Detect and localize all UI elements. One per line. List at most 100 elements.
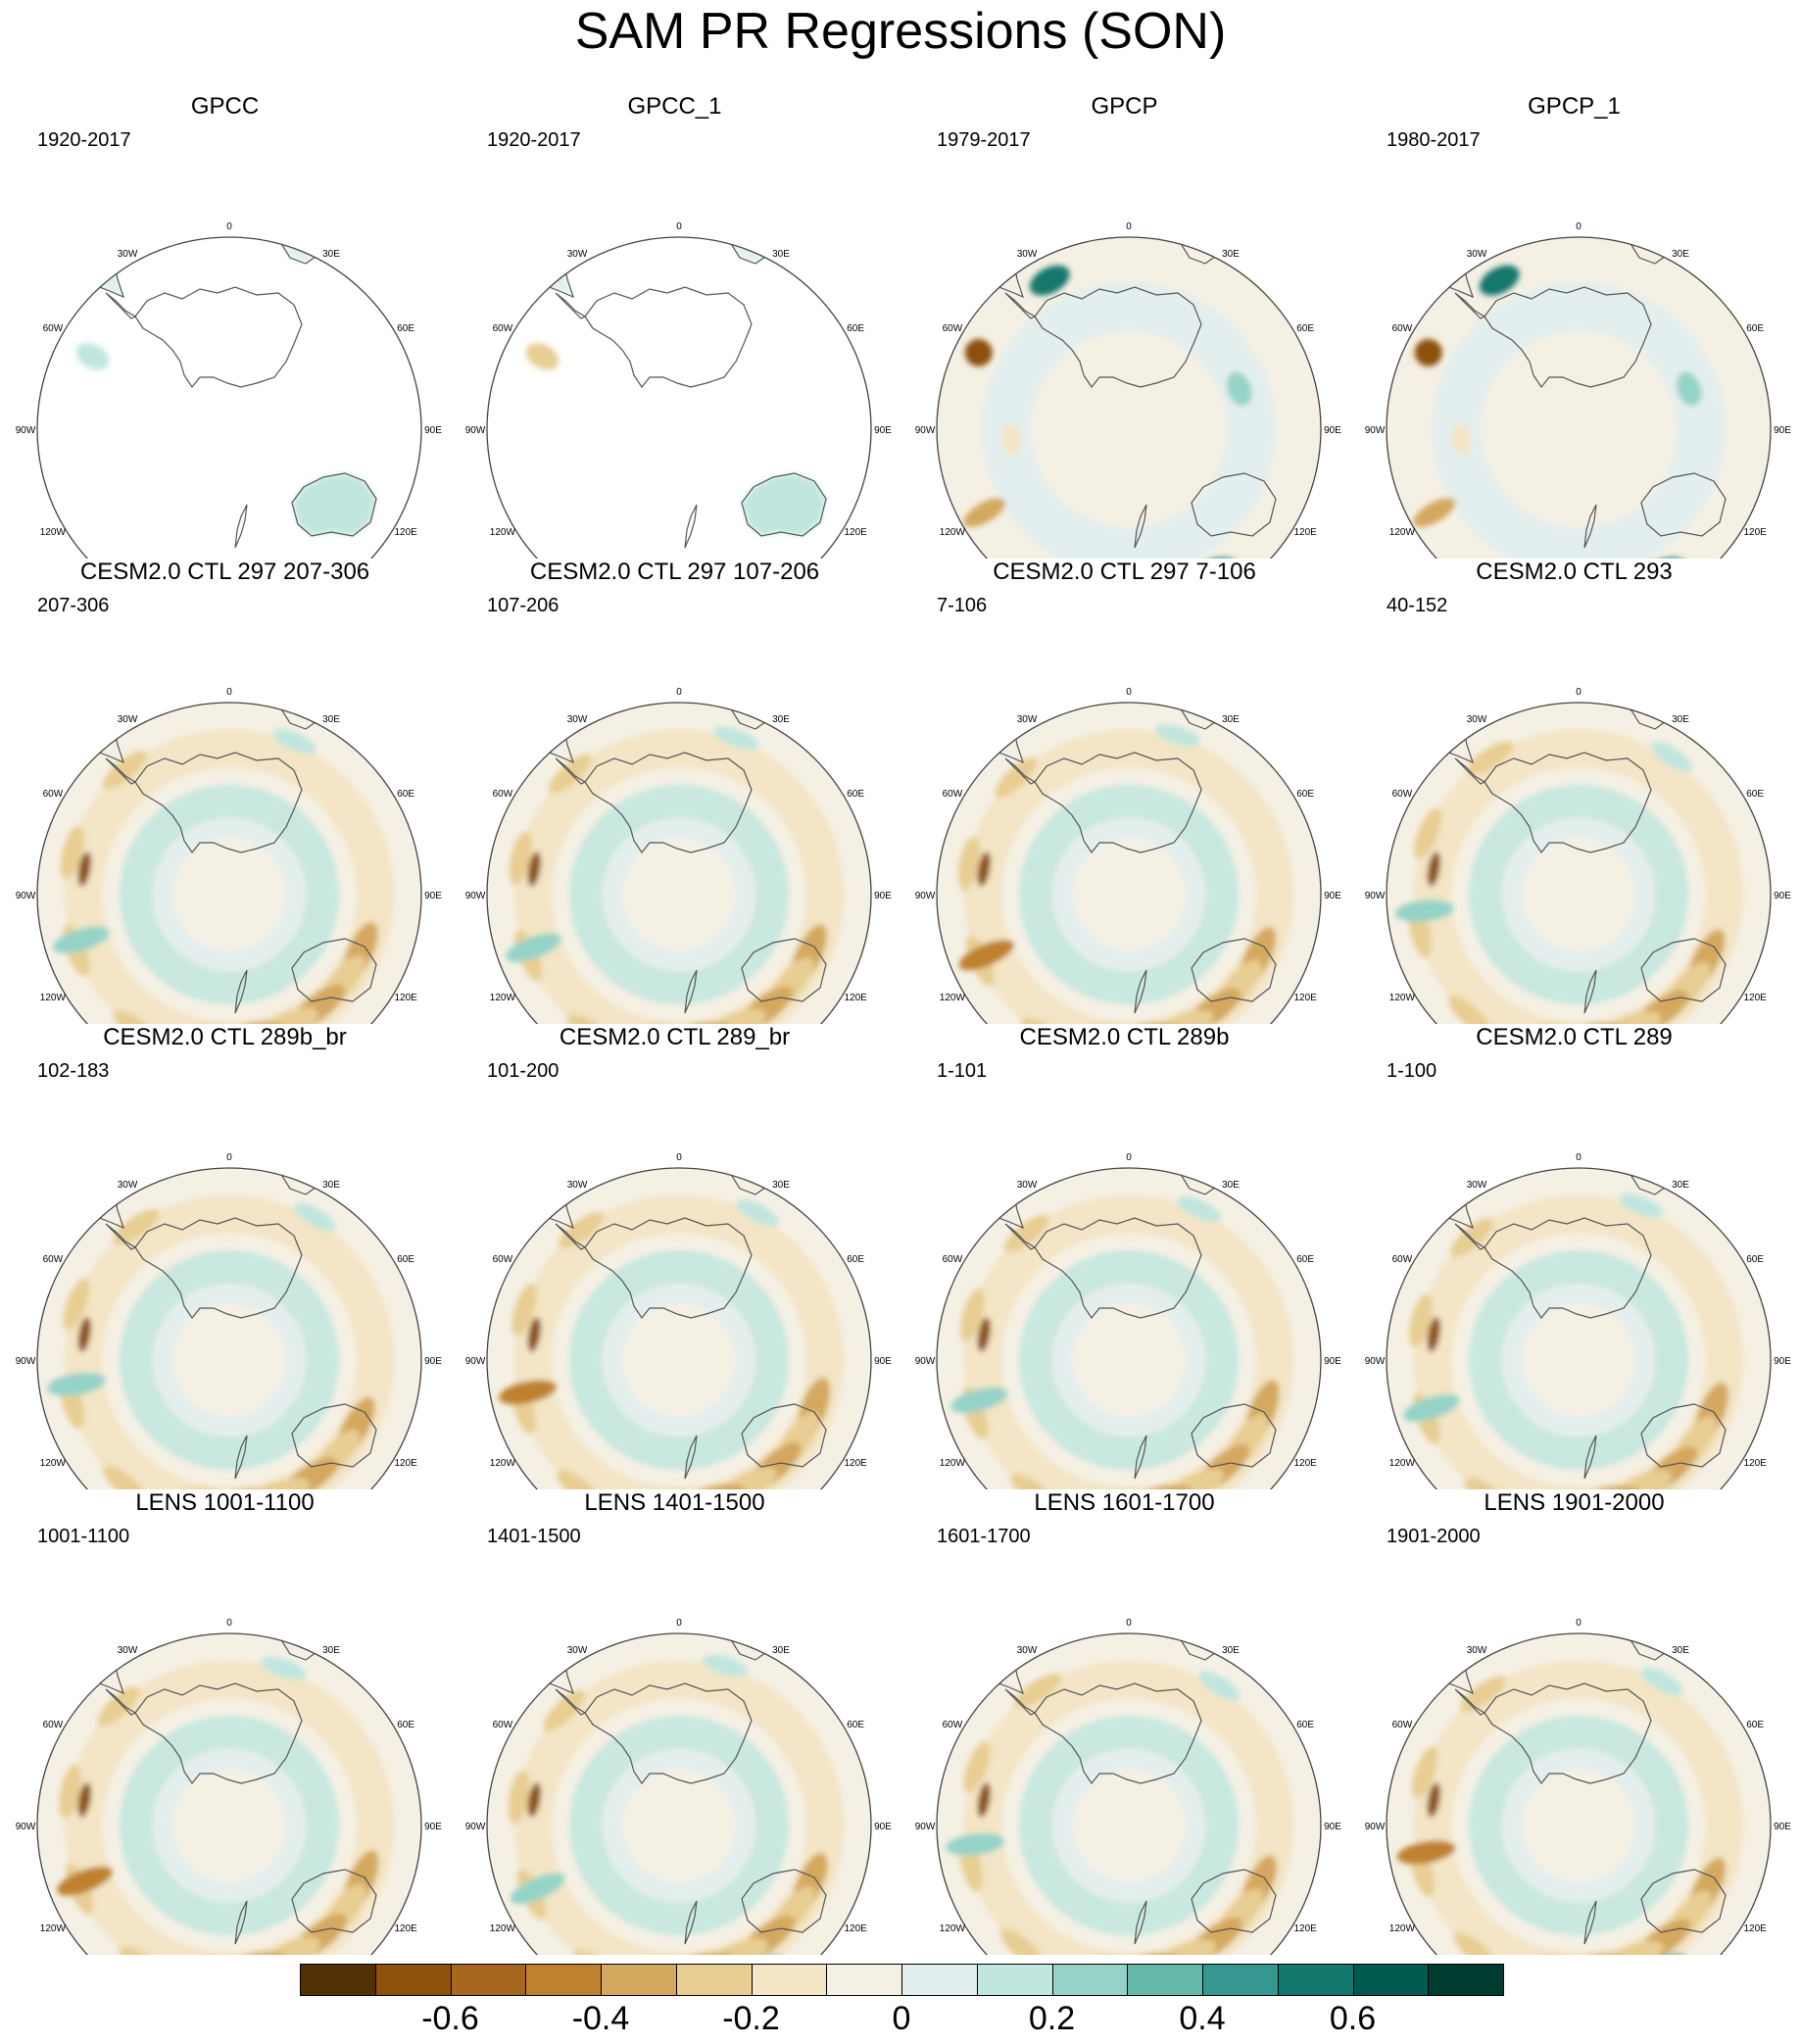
longitude-label: 30E <box>1222 1645 1240 1656</box>
map-panel: CESM2.0 CTL 2891-100030E60E90E120E150E18… <box>1349 1024 1799 1489</box>
longitude-label: 90E <box>424 891 442 901</box>
longitude-label: 60W <box>1392 323 1413 334</box>
longitude-label: 120E <box>844 527 867 538</box>
longitude-label: 90W <box>1365 1356 1386 1367</box>
longitude-label: 90W <box>1365 425 1386 436</box>
longitude-label: 60W <box>493 323 513 334</box>
map-boundary <box>36 1632 422 1955</box>
period-label: 102-183 <box>37 1060 110 1082</box>
longitude-label: 90W <box>915 1356 936 1367</box>
map-panel: CESM2.0 CTL 29340-152030E60E90E120E150E1… <box>1349 559 1799 1024</box>
longitude-label: 30W <box>1017 714 1038 725</box>
longitude-label: 120E <box>394 527 417 538</box>
longitude-label: 60E <box>1746 789 1764 800</box>
longitude-label: 60E <box>1296 323 1314 334</box>
longitude-label: 30W <box>567 714 588 725</box>
colorbar-cell <box>450 1964 527 1996</box>
longitude-label: 120E <box>1743 993 1767 1003</box>
period-label: 107-206 <box>487 595 560 616</box>
period-label: 40-152 <box>1387 595 1448 616</box>
longitude-label: 90E <box>874 1356 892 1367</box>
longitude-label: 90W <box>16 1822 36 1832</box>
map-boundary <box>1386 236 1772 559</box>
longitude-label: 30W <box>118 249 138 260</box>
longitude-label: 60E <box>397 1720 414 1730</box>
colorbar-tick-label: 0.2 <box>1028 2000 1076 2037</box>
colorbar-tick-label: -0.6 <box>421 2000 479 2037</box>
longitude-label: 90E <box>1324 1356 1341 1367</box>
longitude-label: 120W <box>940 993 966 1003</box>
map-panel: LENS 1601-17001601-1700030E60E90E120E150… <box>900 1489 1349 1955</box>
longitude-label: 60W <box>943 1720 963 1730</box>
longitude-label: 0 <box>1126 1618 1132 1629</box>
map-boundary <box>936 702 1322 1024</box>
longitude-label: 0 <box>226 1152 232 1163</box>
longitude-label: 0 <box>1126 221 1132 232</box>
longitude-label: 0 <box>1576 687 1582 698</box>
longitude-label: 60W <box>943 789 963 800</box>
polar-stereographic-map: 030E60E90E120E150E180150W120W90W60W30W <box>465 1152 892 1489</box>
longitude-label: 60W <box>43 1720 64 1730</box>
map-panel: GPCC_11920-2017030E60E90E120E150E180150W… <box>450 93 900 559</box>
colorbar-cell <box>675 1964 753 1996</box>
longitude-label: 60W <box>43 789 64 800</box>
period-label: 1001-1100 <box>37 1526 130 1547</box>
longitude-label: 90W <box>16 891 36 901</box>
panel-title: LENS 1601-1700 <box>1034 1489 1215 1516</box>
map-panel: CESM2.0 CTL 297 7-106 7-106 0 30E 60E 90E 120E… <box>900 559 1349 1024</box>
panel-title: CESM2.0 CTL 293 <box>1476 559 1673 585</box>
longitude-label: 30W <box>1467 249 1487 260</box>
colorbar-cell <box>1277 1964 1354 1996</box>
longitude-label: 90E <box>874 1822 892 1832</box>
longitude-label: 30E <box>322 249 340 260</box>
panel-title: GPCC_1 <box>627 93 722 120</box>
longitude-label: 60E <box>847 1720 864 1730</box>
panel-title: CESM2.0 CTL 289_br <box>559 1024 791 1050</box>
colorbar-tick-label: -0.4 <box>571 2000 630 2037</box>
map-boundary <box>36 1167 422 1489</box>
longitude-label: 90E <box>424 1356 442 1367</box>
longitude-label: 120E <box>844 1458 867 1469</box>
longitude-label: 120E <box>844 1923 867 1934</box>
panel-title: CESM2.0 CTL 297 207-306 <box>79 559 370 585</box>
longitude-label: 120W <box>40 1458 67 1469</box>
map-panel: GPCP1979-2017030E60E90E120E150E180150W12… <box>900 93 1349 559</box>
longitude-label: 30E <box>322 1645 340 1656</box>
panel-title: GPCP_1 <box>1528 93 1621 120</box>
polar-stereographic-map: 030E60E90E120E150E180150W120W90W60W30W <box>465 221 892 559</box>
longitude-label: 120W <box>1389 527 1416 538</box>
longitude-label: 120W <box>1389 1923 1416 1934</box>
longitude-label: 0 <box>226 1618 232 1629</box>
period-label: 1979-2017 <box>937 129 1031 151</box>
map-panel: GPCP_11980-2017030E60E90E120E150E180150W… <box>1349 93 1799 559</box>
period-label: 1901-2000 <box>1387 1526 1481 1547</box>
longitude-label: 90W <box>465 1356 486 1367</box>
longitude-label: 30E <box>1672 1180 1689 1191</box>
longitude-label: 60W <box>43 323 64 334</box>
colorbar-cell <box>1127 1964 1203 1996</box>
longitude-label: 120W <box>940 527 966 538</box>
longitude-label: 120W <box>490 1923 516 1934</box>
longitude-label: 60E <box>847 323 864 334</box>
longitude-label: 120E <box>1293 527 1317 538</box>
period-label: 101-200 <box>487 1060 560 1082</box>
longitude-label: 120E <box>844 993 867 1003</box>
longitude-label: 30E <box>1222 249 1240 260</box>
longitude-label: 90E <box>1774 1822 1791 1832</box>
longitude-label: 120E <box>1293 993 1317 1003</box>
longitude-label: 90W <box>465 425 486 436</box>
longitude-label: 0 <box>1126 1152 1132 1163</box>
longitude-label: 90E <box>874 425 892 436</box>
longitude-label: 0 <box>226 687 232 698</box>
polar-stereographic-map: 030E60E90E120E150E180150W120W90W60W30W <box>915 687 1341 1024</box>
colorbar-cell <box>1202 1964 1279 1996</box>
longitude-label: 60W <box>1392 789 1413 800</box>
colorbar-cell <box>300 1964 376 1996</box>
longitude-label: 120W <box>490 993 516 1003</box>
longitude-label: 30W <box>567 249 588 260</box>
period-label: 1920-2017 <box>487 129 581 151</box>
longitude-label: 120E <box>1743 527 1767 538</box>
longitude-label: 90E <box>1324 891 1341 901</box>
longitude-label: 60E <box>1746 323 1764 334</box>
longitude-label: 30W <box>1467 1180 1487 1191</box>
